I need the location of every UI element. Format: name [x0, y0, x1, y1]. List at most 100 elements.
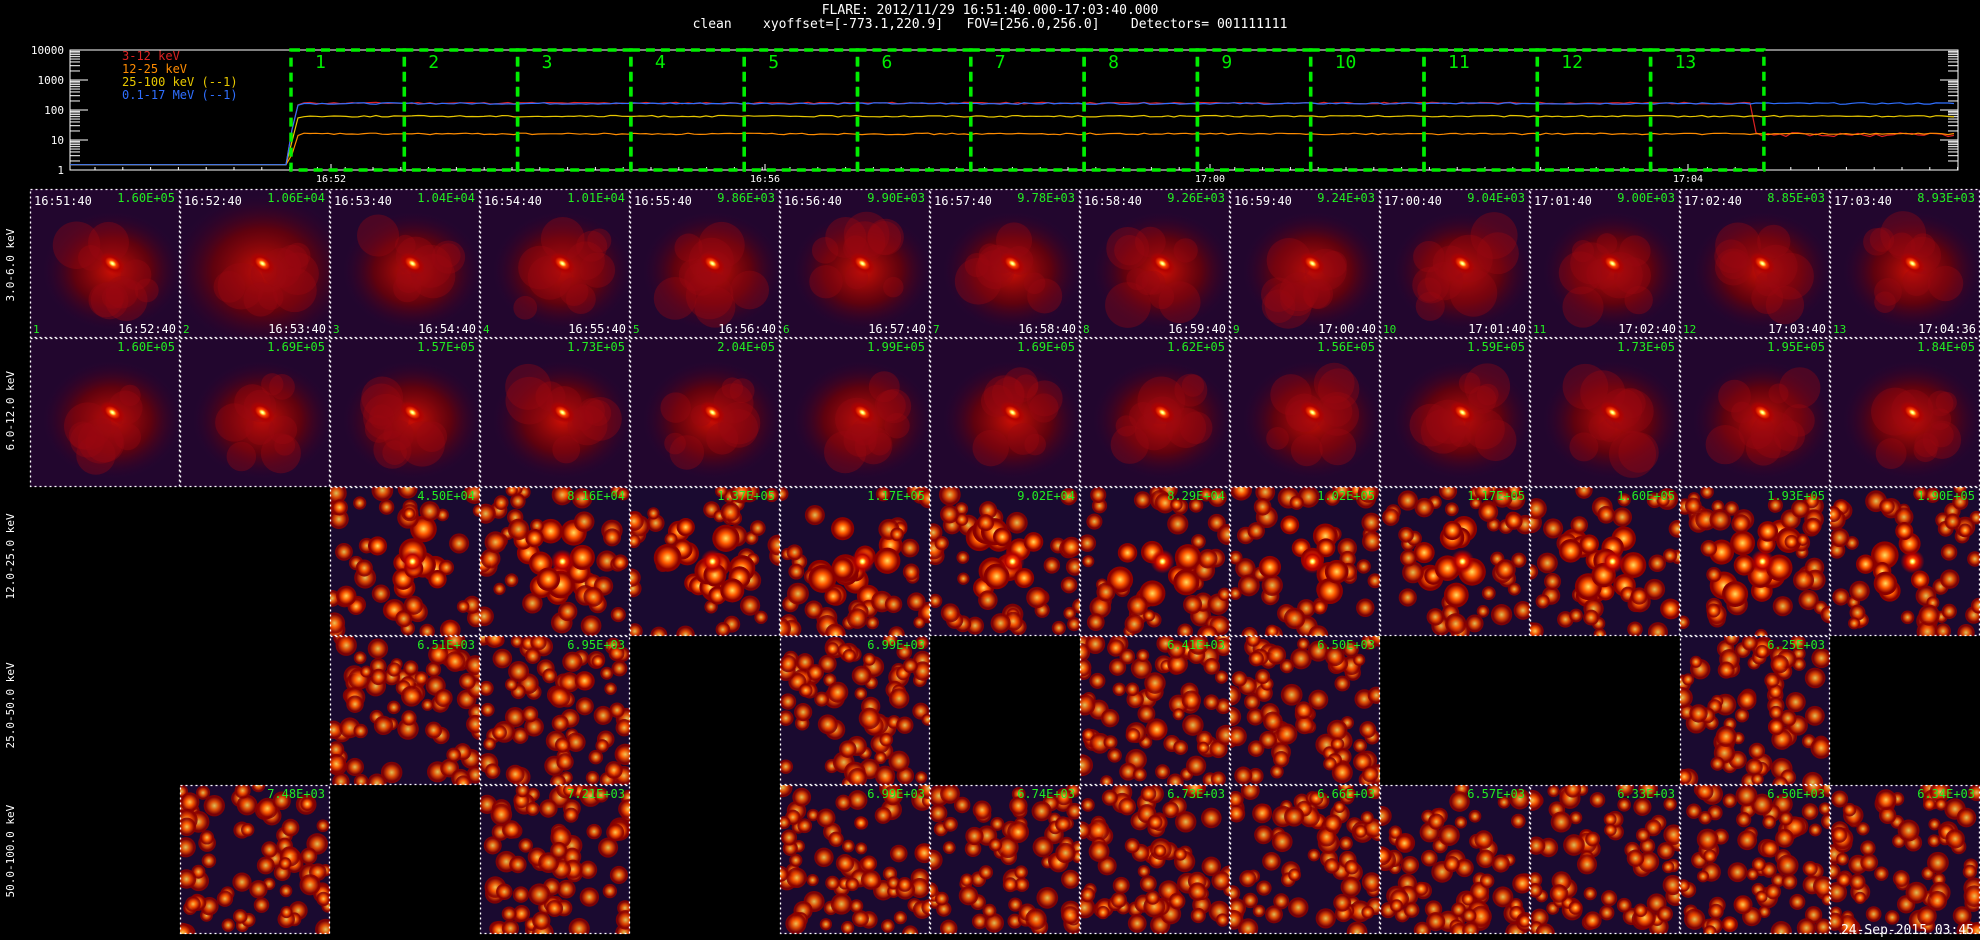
noise-blob	[1214, 670, 1229, 684]
interval-label: 10	[1335, 52, 1357, 73]
image-interval-number: 8	[1083, 323, 1090, 336]
noise-blob	[1294, 701, 1313, 720]
noise-blob	[480, 606, 494, 627]
noise-blob	[1474, 487, 1493, 500]
noise-blob	[1597, 505, 1616, 524]
noise-blob	[1067, 617, 1080, 632]
noise-blob	[907, 592, 926, 611]
noise-blob	[614, 743, 630, 766]
emission-patch	[579, 252, 616, 288]
noise-blob	[1143, 609, 1156, 622]
noise-blob	[554, 737, 571, 753]
image-max-value: 6.25E+03	[1767, 638, 1825, 652]
noise-blob	[1359, 721, 1377, 739]
image-max-value: 8.93E+03	[1917, 191, 1975, 205]
noise-blob	[1593, 628, 1607, 636]
noise-blob	[893, 911, 907, 925]
noise-blob	[883, 785, 903, 806]
noise-blob	[367, 638, 389, 659]
noise-blob	[1315, 908, 1336, 929]
noise-blob	[1495, 559, 1516, 580]
image-cell: 6.33E+03	[1529, 784, 1681, 935]
emission-patch	[1745, 430, 1782, 466]
emission-patch	[1321, 395, 1353, 427]
noise-blob	[1755, 890, 1768, 903]
emission-patch	[1181, 374, 1205, 397]
emission-patch	[1618, 432, 1659, 473]
noise-blob	[1706, 567, 1722, 583]
emission-patch	[1863, 227, 1891, 256]
emission-patch	[868, 371, 900, 403]
noise-blob	[419, 501, 440, 522]
image-start-time: 16:51:40	[34, 194, 92, 208]
image-end-time: 16:53:40	[268, 322, 326, 336]
image-frame	[1079, 486, 1231, 637]
noise-blob	[1413, 921, 1431, 934]
noise-blob	[1804, 705, 1825, 726]
noise-blob	[373, 715, 394, 736]
source-core	[999, 252, 1026, 275]
emission-patch	[809, 264, 843, 299]
noise-blob	[1476, 849, 1495, 869]
noise-blob	[538, 852, 559, 874]
image-cell: 9.86E+03 16:55:40 16:56:40 5	[629, 188, 781, 339]
image-max-value: 9.78E+03	[1017, 191, 1075, 205]
noise-blob	[1214, 637, 1230, 657]
interval-label: 8	[1108, 52, 1119, 73]
energy-band-label: 3.0-6.0 keV	[4, 228, 17, 301]
noise-blob	[847, 790, 868, 810]
emission-patch	[1598, 418, 1622, 442]
noise-blob	[1323, 757, 1337, 771]
image-interval-number: 6	[783, 323, 790, 336]
noise-blob	[1956, 807, 1977, 828]
noise-blob	[1927, 851, 1949, 874]
noise-blob	[1080, 896, 1096, 919]
noise-blob	[316, 819, 330, 833]
source-core	[99, 252, 126, 275]
noise-blob	[1247, 740, 1265, 757]
noise-blob	[798, 683, 813, 698]
noise-blob	[1125, 727, 1141, 743]
noise-blob	[1860, 853, 1879, 872]
emission-patch	[1135, 270, 1160, 296]
image-frame	[929, 337, 1081, 488]
noise-blob	[1785, 691, 1806, 713]
emission-patch	[1029, 393, 1059, 423]
noise-blob	[493, 582, 506, 596]
image-frame	[479, 337, 631, 488]
noise-blob	[550, 774, 566, 785]
image-start-time: 16:52:40	[184, 194, 242, 208]
interval-label: 11	[1448, 52, 1470, 73]
noise-blob	[1090, 487, 1107, 503]
noise-blob	[370, 668, 387, 686]
noise-blob	[847, 768, 868, 785]
emission-patch	[76, 435, 116, 475]
noise-blob	[611, 660, 628, 677]
noise-blob	[780, 759, 794, 774]
noise-blob	[1173, 847, 1187, 861]
noise-blob	[1481, 586, 1496, 601]
image-max-value: 1.17E+05	[867, 489, 925, 503]
noise-blob	[888, 750, 910, 772]
noise-blob	[1055, 816, 1071, 832]
noise-blob	[1570, 516, 1589, 534]
noise-blob	[828, 831, 844, 847]
noise-blob	[1568, 900, 1583, 915]
noise-blob	[1332, 487, 1352, 501]
image-start-time: 17:03:40	[1834, 194, 1892, 208]
noise-blob	[1821, 893, 1830, 906]
interval-label: 13	[1675, 52, 1697, 73]
noise-blob	[1240, 785, 1260, 800]
noise-blob	[940, 785, 960, 804]
emission-patch	[364, 414, 393, 443]
noise-blob	[780, 785, 793, 798]
noise-blob	[556, 753, 574, 771]
noise-blob	[939, 487, 961, 506]
noise-blob	[1177, 623, 1193, 636]
noise-blob	[1849, 873, 1866, 890]
noise-blob	[1026, 586, 1048, 609]
image-frame	[29, 188, 181, 339]
noise-blob	[1804, 517, 1822, 535]
title-line-2: clean xyoffset=[-773.1,220.9] FOV=[256.0…	[692, 17, 1288, 32]
